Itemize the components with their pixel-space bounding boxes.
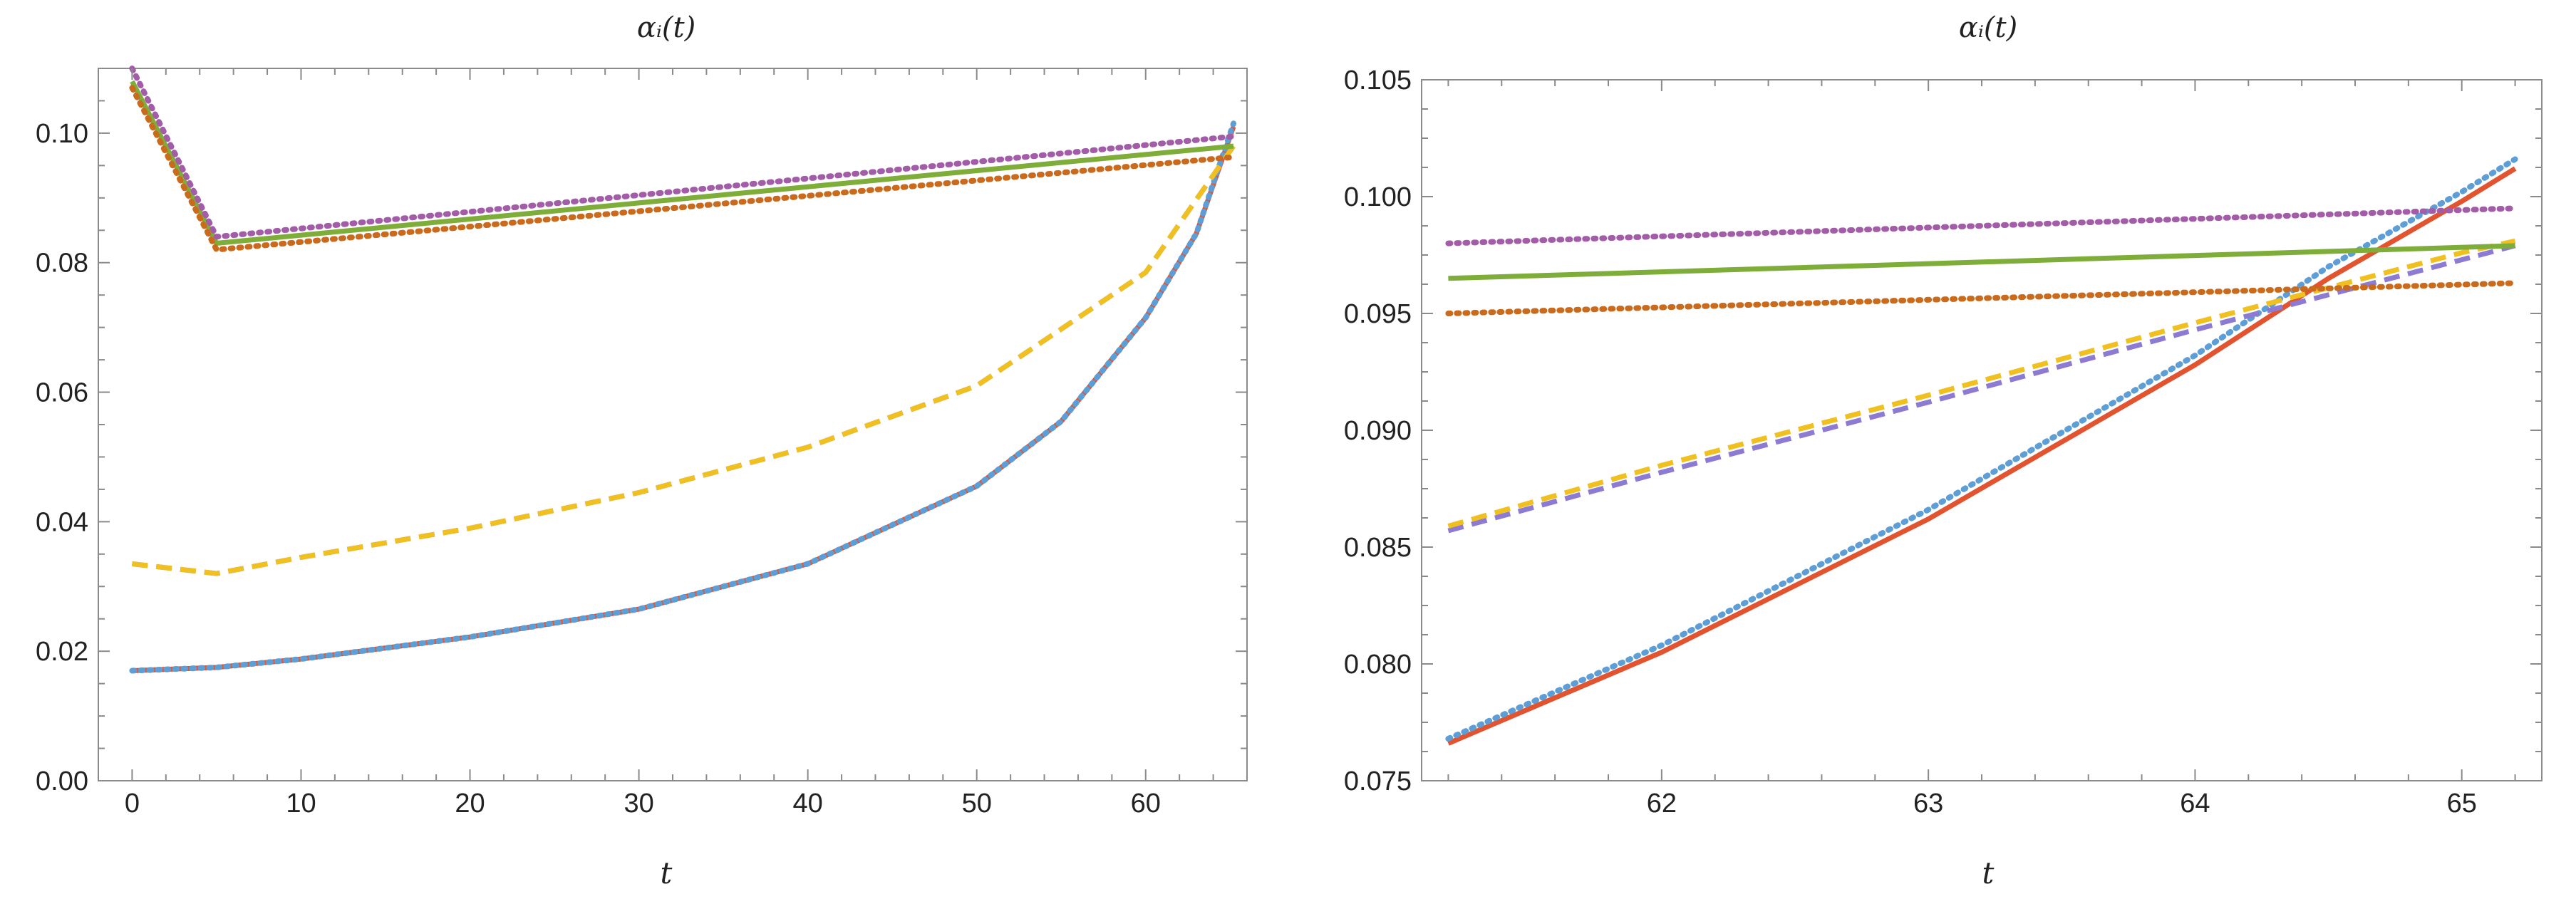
y-tick-label: 0.075: [1344, 767, 1412, 796]
series-line: [1447, 166, 2517, 746]
y-tick-label: 0.085: [1344, 533, 1412, 563]
x-tick-label: 50: [962, 789, 992, 819]
series-line: [130, 80, 1234, 246]
y-tick-label: 0.105: [1344, 66, 1412, 95]
y-tick-label: 0.090: [1344, 416, 1412, 446]
y-tick-label: 0.02: [36, 637, 88, 667]
x-tick-label: 64: [2180, 789, 2210, 819]
x-tick-label: 62: [1647, 789, 1677, 819]
series-line: [1445, 156, 2518, 742]
x-tick-label: 63: [1913, 789, 1943, 819]
tick-layer: 0 10 20 30 40 50 60 0.00 0.02 0.04 0.06 0.08 0.10: [36, 68, 1248, 819]
series-line: [1447, 243, 2516, 534]
y-tick-label: 0.10: [36, 119, 88, 149]
series-layer: [129, 66, 1236, 674]
x-tick-label: 20: [455, 789, 485, 819]
series-line: [129, 66, 1236, 240]
plot-frame: [98, 68, 1248, 781]
x-tick-label: 10: [286, 789, 316, 819]
series-line: [1448, 243, 2515, 281]
series-line: [132, 145, 1236, 576]
x-tick-label: 30: [624, 789, 653, 819]
series-line: [1445, 280, 2518, 316]
chart-title: αᵢ(t): [1959, 11, 2017, 44]
x-axis-label: t: [661, 856, 673, 890]
x-axis-label: t: [1982, 856, 1995, 890]
x-tick-label: 40: [793, 789, 823, 819]
tick-layer: 62 63 64 65 0.075 0.080 0.085 0.090 0.095 0.100 0.…: [1344, 66, 2542, 819]
y-tick-label: 0.080: [1344, 650, 1412, 680]
chart-title: αᵢ(t): [637, 11, 695, 44]
series-line: [1447, 238, 2516, 529]
x-tick-label: 60: [1131, 789, 1161, 819]
series-layer: [1445, 156, 2518, 746]
y-tick-label: 0.06: [36, 378, 88, 408]
series-line: [129, 120, 1236, 674]
y-tick-label: 0.08: [36, 249, 88, 279]
series-line: [129, 85, 1236, 253]
y-tick-label: 0.095: [1344, 299, 1412, 329]
y-tick-label: 0.04: [36, 507, 88, 537]
chart-right: αᵢ(t) 62 63 64 65 0.075 0.080 0.085 0.090 0.095 0…: [1344, 11, 2543, 890]
x-tick-label: 65: [2447, 789, 2477, 819]
series-line: [132, 145, 1236, 576]
y-tick-label: 0.100: [1344, 182, 1412, 212]
y-tick-label: 0.00: [36, 767, 88, 796]
series-line: [1445, 205, 2518, 246]
x-tick-label: 0: [125, 789, 140, 819]
chart-left: αᵢ(t) 0 10 20 30 40 50 600.000.020.040.060.080…: [36, 11, 1248, 890]
